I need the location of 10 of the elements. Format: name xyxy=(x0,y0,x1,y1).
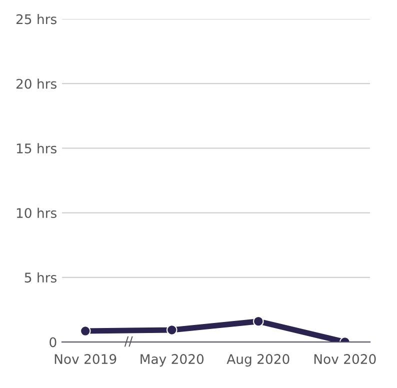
x-tick-label: May 2020 xyxy=(140,354,204,367)
x-tick-label: Nov 2020 xyxy=(314,354,376,364)
x-tick-label: Nov 2019 xyxy=(54,354,116,364)
y-tick-label: 0 xyxy=(50,337,56,348)
y-tick-label: 15 hrs xyxy=(16,143,56,154)
y-tick-label: 10 hrs xyxy=(16,208,56,218)
x-tick-label: Aug 2020 xyxy=(226,354,290,367)
y-tick-label: 5 hrs xyxy=(24,272,56,283)
y-tick-label: 20 hrs xyxy=(16,78,56,89)
y-tick-label: 25 hrs xyxy=(16,14,56,24)
